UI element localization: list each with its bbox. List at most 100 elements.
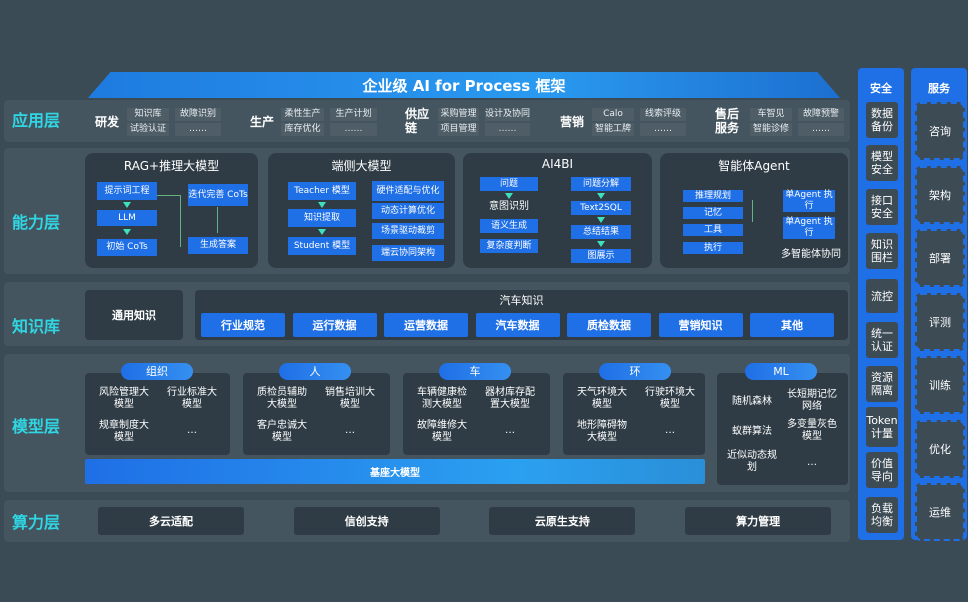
knowledge-item[interactable]: 运营数据	[384, 313, 468, 337]
agent-box: 记忆	[683, 207, 743, 219]
ai4bi-box: 图展示	[571, 249, 631, 263]
model-tag: 车	[439, 363, 511, 380]
model-panel	[85, 373, 230, 455]
knowledge-item[interactable]: 营销知识	[658, 313, 743, 337]
arrow-down-icon	[505, 193, 513, 199]
security-item[interactable]: 价值导向	[866, 452, 898, 488]
app-item[interactable]: 故障预警	[798, 108, 844, 121]
app-group-label: 供应链	[405, 107, 430, 135]
app-group-label: 售后服务	[715, 107, 740, 135]
connector-line	[217, 207, 218, 233]
rag-box: 迭代完善 CoTs	[188, 184, 248, 206]
model-tag: ML	[745, 363, 817, 380]
app-item[interactable]: ……	[485, 123, 530, 136]
compute-item[interactable]: 云原生支持	[489, 507, 636, 535]
app-item[interactable]: 车智见	[750, 108, 792, 121]
arrow-down-icon	[597, 217, 605, 223]
model-item: 车辆健康检测大模型	[417, 387, 467, 410]
security-item[interactable]: 模型安全	[866, 145, 898, 181]
security-item[interactable]: 统一认证	[866, 322, 898, 358]
service-item[interactable]: 训练	[915, 356, 965, 414]
app-item[interactable]: ……	[640, 123, 686, 136]
layer-model: 模型层	[12, 417, 61, 436]
app-item[interactable]: 采购管理	[438, 108, 479, 121]
ai4bi-box: 问题	[480, 177, 538, 191]
auto-knowledge-title: 汽车知识	[499, 294, 544, 307]
rag-box: LLM	[97, 210, 157, 226]
service-item[interactable]: 架构	[915, 165, 965, 224]
app-item[interactable]: 生产计划	[330, 108, 377, 121]
rag-title: RAG+推理大模型	[123, 159, 220, 173]
app-item[interactable]: ……	[798, 123, 844, 136]
compute-item[interactable]: 多云适配	[98, 507, 244, 535]
model-item: 质检员辅助大模型	[257, 387, 307, 410]
knowledge-item[interactable]: 行业规范	[201, 313, 285, 337]
app-item[interactable]: 智能工牌	[592, 123, 634, 136]
security-item[interactable]: 知识围栏	[866, 233, 898, 269]
model-item: …	[807, 457, 817, 468]
security-title: 安全	[870, 82, 892, 95]
knowledge-item[interactable]: 质检数据	[567, 313, 651, 337]
agent-box: 单Agent 执行	[783, 190, 835, 212]
model-tag: 环	[599, 363, 671, 380]
arrow-down-icon	[597, 193, 605, 199]
model-item: 随机森林	[732, 396, 772, 407]
app-item[interactable]: 知识库	[127, 108, 169, 121]
model-item: 客户忠诚大模型	[257, 420, 307, 443]
service-item[interactable]: 优化	[915, 419, 965, 478]
arrow-down-icon	[123, 229, 131, 235]
edge-box: 动态计算优化	[372, 203, 444, 219]
security-item[interactable]: Token计量	[866, 407, 898, 447]
connector-line	[157, 195, 181, 247]
model-tag: 人	[279, 363, 351, 380]
ai4bi-title: AI4BI	[541, 157, 574, 171]
service-item[interactable]: 评测	[915, 292, 965, 351]
security-item[interactable]: 资源隔离	[866, 366, 898, 402]
app-group-label: 研发	[95, 115, 120, 129]
service-item[interactable]: 咨询	[915, 102, 965, 160]
agent-caption: 多智能体协同	[781, 249, 841, 260]
app-item[interactable]: 设计及协同	[485, 108, 531, 121]
service-item[interactable]: 部署	[915, 229, 965, 287]
compute-item[interactable]: 信创支持	[293, 507, 440, 535]
security-item[interactable]: 流控	[866, 279, 898, 313]
app-item[interactable]: Calo	[592, 108, 634, 121]
model-tag: 组织	[121, 363, 193, 380]
model-item: 销售培训大模型	[325, 387, 375, 410]
knowledge-item[interactable]: 运行数据	[292, 313, 377, 337]
arrow-down-icon	[318, 229, 326, 235]
app-item[interactable]: ……	[330, 123, 377, 136]
app-item[interactable]: 库存优化	[281, 123, 324, 136]
rag-box: 提示词工程	[97, 182, 157, 200]
app-item[interactable]: 柔性生产	[281, 108, 324, 121]
edge-box: 硬件适配与优化	[372, 181, 444, 201]
service-item[interactable]: 运维	[915, 483, 965, 541]
app-item[interactable]: 项目管理	[438, 123, 479, 136]
app-item[interactable]: 故障识别	[175, 108, 221, 121]
base-model-bar: 基座大模型	[85, 459, 705, 484]
app-item[interactable]: 试验认证	[127, 123, 169, 136]
model-item: 规章制度大模型	[99, 420, 149, 443]
layer-knowledge: 知识库	[12, 317, 61, 336]
app-item[interactable]: ……	[175, 123, 221, 136]
model-item: …	[505, 425, 515, 436]
compute-item[interactable]: 算力管理	[685, 507, 832, 535]
model-item: 近似动态规划	[727, 450, 777, 473]
model-item: 行业标准大模型	[167, 387, 217, 410]
security-item[interactable]: 负载均衡	[866, 497, 898, 533]
security-item[interactable]: 数据备份	[866, 102, 898, 138]
app-item[interactable]: 智能诊修	[750, 123, 792, 136]
agent-box: 推理规划	[683, 190, 743, 202]
agent-box: 执行	[683, 242, 743, 254]
model-item: …	[345, 425, 355, 436]
knowledge-item[interactable]: 其他	[750, 313, 834, 337]
connector-line	[752, 200, 772, 222]
ai4bi-box: 问题分解	[571, 177, 631, 191]
ai4bi-box: 语义生成	[480, 219, 538, 233]
app-item[interactable]: 线索评级	[640, 108, 686, 121]
edge-box: Student 模型	[288, 237, 356, 255]
general-knowledge: 通用知识	[85, 290, 183, 340]
layer-compute: 算力层	[12, 513, 61, 532]
knowledge-item[interactable]: 汽车数据	[475, 313, 560, 337]
security-item[interactable]: 接口安全	[866, 189, 898, 225]
